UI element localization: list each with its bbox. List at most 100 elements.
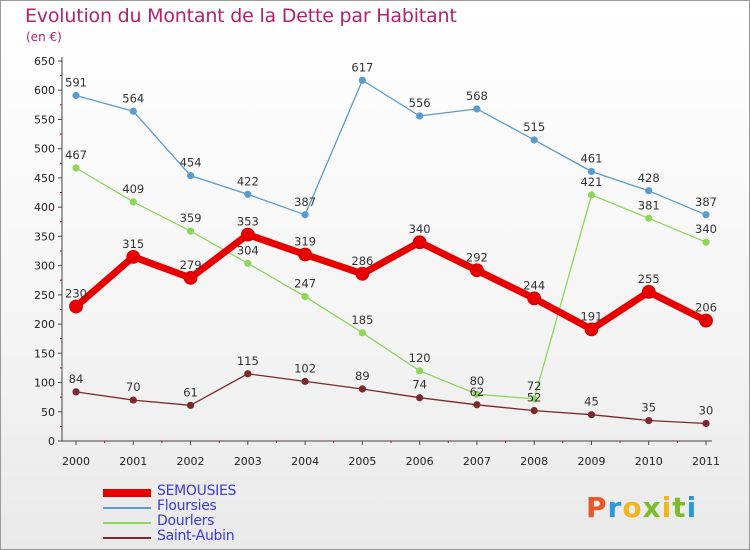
y-tick-label: 150: [34, 347, 55, 360]
data-label: 52: [527, 391, 542, 405]
data-point: [126, 249, 141, 264]
data-label: 244: [523, 278, 545, 292]
data-label: 206: [695, 301, 717, 315]
y-tick-label: 100: [34, 377, 55, 390]
data-label: 315: [122, 237, 144, 251]
data-point: [527, 291, 542, 306]
x-tick-label: 2002: [177, 455, 205, 468]
data-label: 564: [122, 91, 144, 105]
data-label: 292: [466, 250, 488, 264]
data-point: [702, 419, 710, 428]
data-label: 84: [69, 372, 84, 386]
y-tick-label: 600: [34, 84, 55, 97]
proxiti-logo: Proxiti: [586, 491, 698, 524]
x-tick-label: 2000: [62, 455, 90, 468]
x-tick-label: 2008: [520, 455, 548, 468]
data-label: 230: [65, 287, 87, 301]
data-point: [358, 76, 366, 84]
data-point: [645, 187, 653, 195]
data-label: 102: [294, 361, 316, 375]
data-point: [473, 105, 481, 113]
data-label: 591: [65, 75, 87, 89]
data-label: 70: [126, 380, 141, 394]
legend-swatch: [103, 489, 151, 497]
chart-subtitle: (en €): [26, 30, 62, 44]
series-line-floursies: [75, 79, 707, 216]
data-label: 467: [65, 148, 87, 162]
series-layer: [69, 76, 713, 428]
data-point: [244, 259, 252, 267]
legend-swatch: [103, 507, 151, 509]
data-label: 461: [580, 151, 602, 165]
data-label: 387: [695, 195, 717, 209]
data-point: [641, 285, 656, 299]
data-label: 353: [237, 215, 259, 229]
series-line-semousies: [72, 231, 710, 333]
data-point: [587, 167, 596, 176]
data-point: [186, 401, 195, 409]
data-point: [530, 395, 538, 403]
data-label: 61: [183, 385, 198, 399]
data-label: 421: [580, 175, 602, 189]
data-point: [416, 367, 424, 375]
data-point: [186, 227, 195, 235]
data-point: [530, 136, 538, 144]
data-point: [129, 198, 137, 206]
data-point: [244, 370, 252, 378]
data-label: 62: [470, 385, 485, 399]
data-label: 340: [695, 222, 717, 236]
data-point: [240, 227, 255, 242]
y-tick-label: 0: [48, 435, 55, 448]
data-label: 185: [351, 313, 373, 327]
data-label: 422: [237, 174, 259, 188]
axes: 0 50 100 150 200 250 300 350 400 450 500 550 600 650 2…: [34, 55, 720, 468]
data-point: [470, 263, 484, 278]
data-label: 89: [355, 369, 370, 383]
data-point: [587, 411, 596, 419]
data-label: 80: [470, 374, 485, 388]
data-labels-layer: 84 70 61 115 102 89 74 62 52 45 35 30 467 409 359 304 24…: [65, 60, 717, 417]
data-point: [244, 190, 252, 198]
data-point: [72, 91, 80, 100]
data-label: 556: [409, 96, 431, 110]
data-point: [645, 214, 653, 222]
data-point: [412, 235, 427, 250]
data-point: [183, 270, 198, 285]
y-tick-label: 250: [34, 289, 55, 302]
legend-label: SEMOUSIES: [157, 483, 237, 499]
data-label: 120: [409, 351, 431, 365]
legend-label: Floursies: [157, 498, 217, 514]
data-label: 340: [409, 222, 431, 236]
data-point: [702, 211, 710, 219]
y-tick-label: 650: [34, 55, 55, 68]
series-line-saint-aubin: [75, 373, 707, 425]
y-tick-label: 500: [34, 143, 55, 156]
data-point: [129, 107, 137, 115]
data-label: 30: [699, 403, 714, 417]
data-label: 381: [638, 198, 660, 212]
data-label: 304: [237, 243, 259, 257]
y-tick-label: 400: [34, 201, 55, 214]
data-label: 409: [122, 182, 144, 196]
x-tick-label: 2005: [348, 455, 376, 468]
data-label: 72: [527, 379, 542, 393]
data-label: 515: [523, 120, 545, 134]
y-tick-label: 200: [34, 318, 55, 331]
data-point: [358, 385, 366, 393]
data-point: [298, 247, 312, 262]
data-label: 387: [294, 195, 316, 209]
y-tick-label: 450: [34, 172, 55, 185]
data-label: 428: [638, 171, 660, 185]
x-tick-label: 2006: [406, 455, 434, 468]
legend-label: Dourlers: [157, 513, 215, 529]
data-point: [301, 211, 309, 219]
legend-swatch: [103, 522, 151, 524]
data-point: [72, 388, 80, 396]
data-label: 319: [294, 235, 316, 249]
x-tick-label: 2011: [692, 455, 720, 468]
data-point: [473, 390, 481, 398]
x-tick-label: 2010: [635, 455, 663, 468]
data-point: [473, 401, 481, 409]
chart-title: Evolution du Montant de la Dette par Hab…: [25, 5, 457, 27]
